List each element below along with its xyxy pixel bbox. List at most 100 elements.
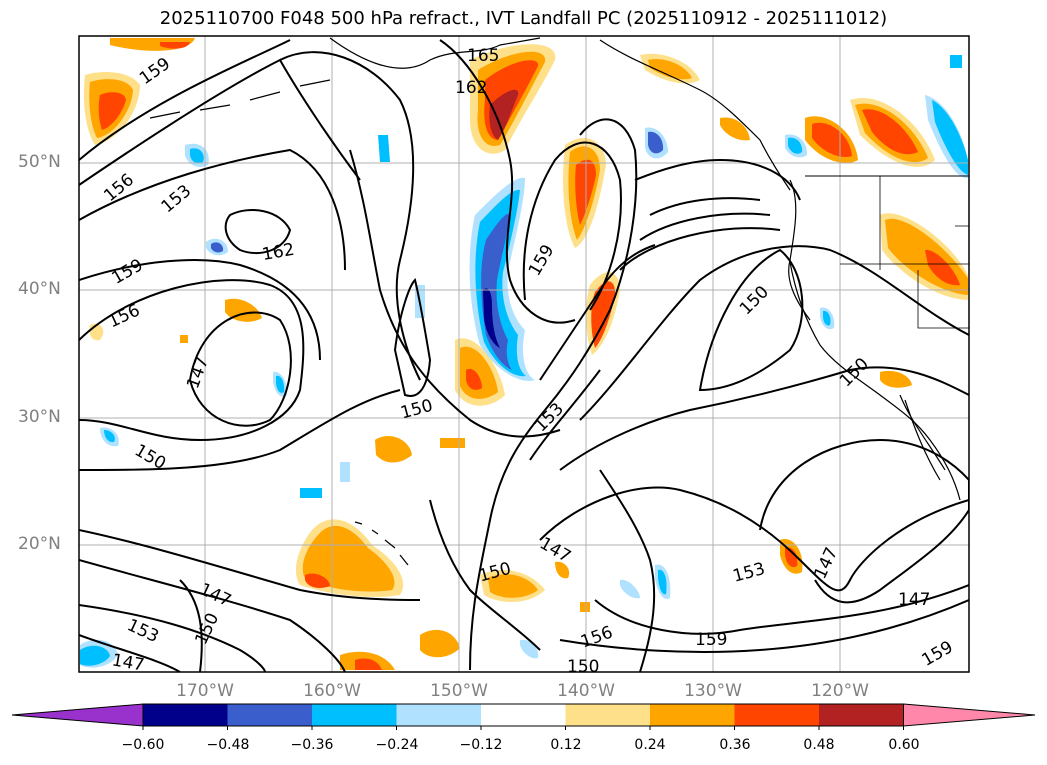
map-title: 2025110700 F048 500 hPa refract., IVT La… [159,8,888,29]
contour-label: 162 [455,78,487,98]
cool-patch [788,137,803,154]
colorbar-tick-label: −0.48 [206,737,250,753]
hawaii-islands [354,521,409,566]
contour-label: 159 [919,637,957,671]
contour-line [429,499,541,651]
warm-patch [812,122,852,158]
contour-label: 156 [105,300,143,332]
lon-label-120w: 120°W [811,681,869,701]
contour-line [759,438,969,604]
colorbar-tick-label: −0.36 [290,737,334,753]
contour-line [79,634,181,672]
contour-label: 150 [191,610,223,648]
contour-label: 156 [100,170,138,206]
contour-line [79,39,291,161]
cool-patch [211,242,224,253]
state-borders [840,176,969,329]
warm-patch [785,547,798,568]
cool-patch [340,462,350,482]
cool-patch [483,288,500,348]
contour-label: 159 [136,54,174,89]
contour-label: 147 [898,590,930,610]
warm-patch [648,58,692,80]
contour-label: 153 [158,181,196,217]
contour-line [349,149,561,438]
contour-label: 159 [525,241,559,279]
cool-patch [620,579,640,599]
contour-label: 165 [467,46,499,66]
contour-line [439,39,576,324]
aleutian-islands [149,79,331,119]
shaded-fields [80,38,968,670]
cool-patch [276,375,285,393]
colorbar-tick-label: −0.12 [459,737,503,753]
contour-line [79,148,346,271]
lat-label-20n: 20°N [18,534,61,554]
lat-label-30n: 30°N [18,407,61,427]
contour-line [188,311,292,427]
contour-line [79,389,401,471]
warm-patch [925,249,960,286]
cool-patch [950,55,962,68]
warm-patch [720,117,750,141]
cool-patch [104,430,115,443]
alaska-coast [329,37,541,69]
contour-line [639,212,771,241]
warm-patch [98,92,126,130]
contour-line [79,279,305,442]
warm-patch [555,561,570,579]
warm-patch [440,438,465,448]
contour-label: 150 [567,657,599,677]
contour-label: 150 [736,282,773,319]
cool-patch [520,639,539,659]
contour-line [619,227,781,271]
lat-label-40n: 40°N [18,279,61,299]
contour-line [594,584,969,635]
contour-line [79,529,421,601]
contour-line [559,366,969,471]
contour-line [599,469,656,672]
contour-label: 147 [183,354,213,391]
contour-label: 162 [261,240,296,265]
colorbar-tick-label: 0.60 [888,737,920,753]
alaska-panhandle [599,39,791,191]
colorbar-tick-label: −0.24 [375,737,419,753]
contour-label: 159 [109,255,147,289]
lon-label-170w: 170°W [176,681,234,701]
contour-line [79,58,361,186]
contour-line [579,245,969,421]
warm-patch [489,89,519,140]
contour-line [393,278,432,397]
colorbar-tick-label: 0.12 [550,737,582,753]
contour-line [79,559,346,672]
warm-patch [160,42,190,49]
lat-label-50n: 50°N [18,152,61,172]
contour-label: 147 [810,544,842,582]
warm-patch [488,574,538,598]
contour-label: 150 [398,396,435,424]
contour-line [539,486,969,592]
contour-label: 156 [578,623,615,653]
contour-line [529,369,601,461]
warm-patch [305,573,330,588]
height-contours [79,39,969,672]
warm-patch [420,629,460,658]
contour-line [698,248,804,392]
cool-patch [648,131,664,154]
contour-line [179,579,203,672]
contour-label: 147 [196,579,234,611]
lon-label-130w: 130°W [684,681,742,701]
colorbar-tick-label: 0.36 [719,737,751,753]
warm-patch [466,368,482,390]
warm-patch [880,370,912,388]
contour-line [634,158,801,201]
warm-patch [180,335,188,343]
contour-line [649,197,761,216]
map-frame [78,35,970,673]
baja-california [899,394,946,481]
contour-line [224,209,292,255]
contour-label: 153 [731,559,768,587]
cool-patch [378,135,390,162]
contour-label: 159 [695,630,727,650]
